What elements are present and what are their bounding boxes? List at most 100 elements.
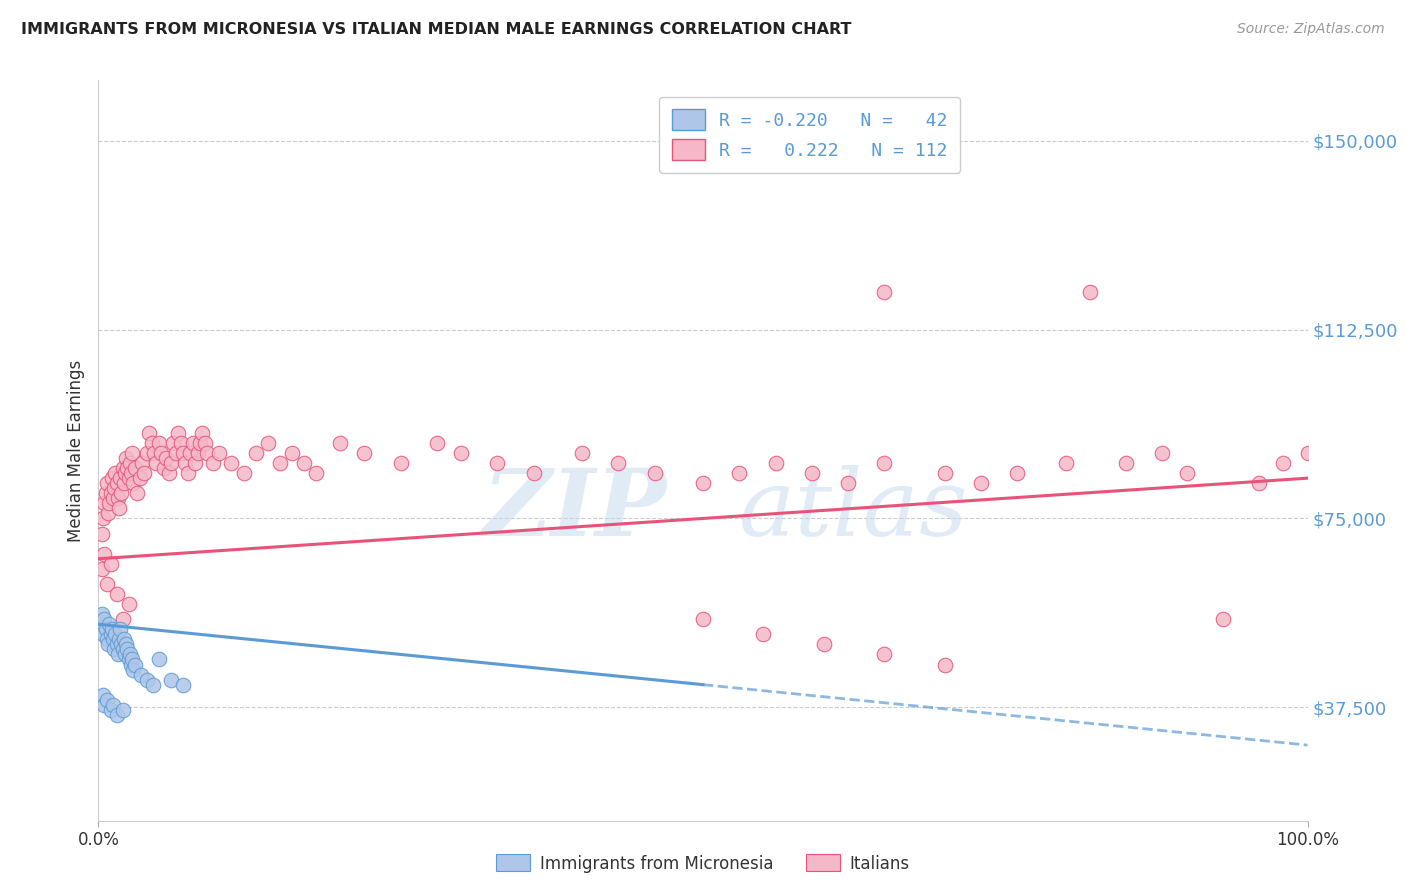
Point [118, 471, 141, 485]
Point [281, 446, 304, 460]
Point [142, 678, 165, 692]
Point [97, 637, 120, 651]
Point [232, 466, 254, 480]
Point [128, 471, 150, 485]
Point [1152, 446, 1174, 460]
Point [191, 425, 214, 440]
Point [1007, 466, 1029, 480]
Point [143, 446, 166, 460]
Point [256, 436, 278, 450]
Point [103, 481, 125, 495]
Point [110, 486, 132, 500]
Point [100, 627, 122, 641]
Point [188, 436, 211, 450]
Point [134, 466, 156, 480]
Text: IMMIGRANTS FROM MICRONESIA VS ITALIAN MEDIAN MALE EARNINGS CORRELATION CHART: IMMIGRANTS FROM MICRONESIA VS ITALIAN ME… [21, 22, 852, 37]
Point [873, 285, 896, 299]
Point [96, 476, 118, 491]
Point [100, 703, 122, 717]
Point [114, 466, 136, 480]
Point [108, 501, 131, 516]
Point [167, 425, 190, 440]
Text: atlas: atlas [740, 465, 969, 555]
Point [353, 446, 375, 460]
Point [91, 607, 114, 622]
Point [800, 466, 823, 480]
Point [292, 456, 315, 470]
Point [114, 648, 136, 662]
Point [1296, 446, 1319, 460]
Point [426, 436, 449, 450]
Point [172, 446, 194, 460]
Point [934, 657, 956, 672]
Point [187, 446, 209, 460]
Point [873, 456, 896, 470]
Point [94, 486, 117, 500]
Point [138, 425, 160, 440]
Point [127, 486, 149, 500]
Point [148, 652, 170, 666]
Point [145, 456, 167, 470]
Point [90, 617, 112, 632]
Point [157, 466, 180, 480]
Point [111, 703, 134, 717]
Point [105, 707, 128, 722]
Point [101, 698, 124, 712]
Point [122, 663, 145, 677]
Point [135, 673, 157, 687]
Point [148, 436, 170, 450]
Point [111, 612, 134, 626]
Point [112, 632, 135, 647]
Point [97, 507, 120, 521]
Point [692, 612, 714, 626]
Point [934, 466, 956, 480]
Point [91, 526, 114, 541]
Point [184, 456, 207, 470]
Point [112, 476, 135, 491]
Point [1175, 466, 1198, 480]
Point [837, 476, 859, 491]
Point [100, 471, 122, 485]
Point [96, 632, 118, 647]
Point [124, 461, 146, 475]
Point [118, 456, 141, 470]
Point [160, 673, 183, 687]
Point [172, 678, 194, 692]
Point [486, 456, 509, 470]
Point [245, 446, 267, 460]
Point [692, 476, 714, 491]
Point [101, 632, 124, 647]
Point [93, 547, 115, 561]
Point [91, 688, 114, 702]
Point [208, 446, 231, 460]
Point [91, 627, 114, 641]
Point [162, 436, 184, 450]
Point [100, 486, 122, 500]
Point [107, 648, 129, 662]
Point [91, 562, 114, 576]
Point [174, 456, 197, 470]
Point [131, 456, 153, 470]
Point [98, 496, 121, 510]
Point [124, 657, 146, 672]
Point [94, 622, 117, 636]
Point [100, 622, 122, 636]
Point [96, 692, 118, 706]
Point [129, 667, 152, 681]
Point [105, 587, 128, 601]
Point [111, 461, 134, 475]
Point [202, 456, 225, 470]
Legend: R = -0.220   N =   42, R =   0.222   N = 112: R = -0.220 N = 42, R = 0.222 N = 112 [659, 96, 960, 173]
Point [107, 491, 129, 506]
Point [329, 436, 352, 450]
Point [269, 456, 291, 470]
Point [111, 642, 134, 657]
Point [752, 627, 775, 641]
Point [181, 436, 204, 450]
Point [105, 637, 128, 651]
Point [1212, 612, 1234, 626]
Point [115, 450, 138, 465]
Point [221, 456, 243, 470]
Point [607, 456, 630, 470]
Point [104, 466, 127, 480]
